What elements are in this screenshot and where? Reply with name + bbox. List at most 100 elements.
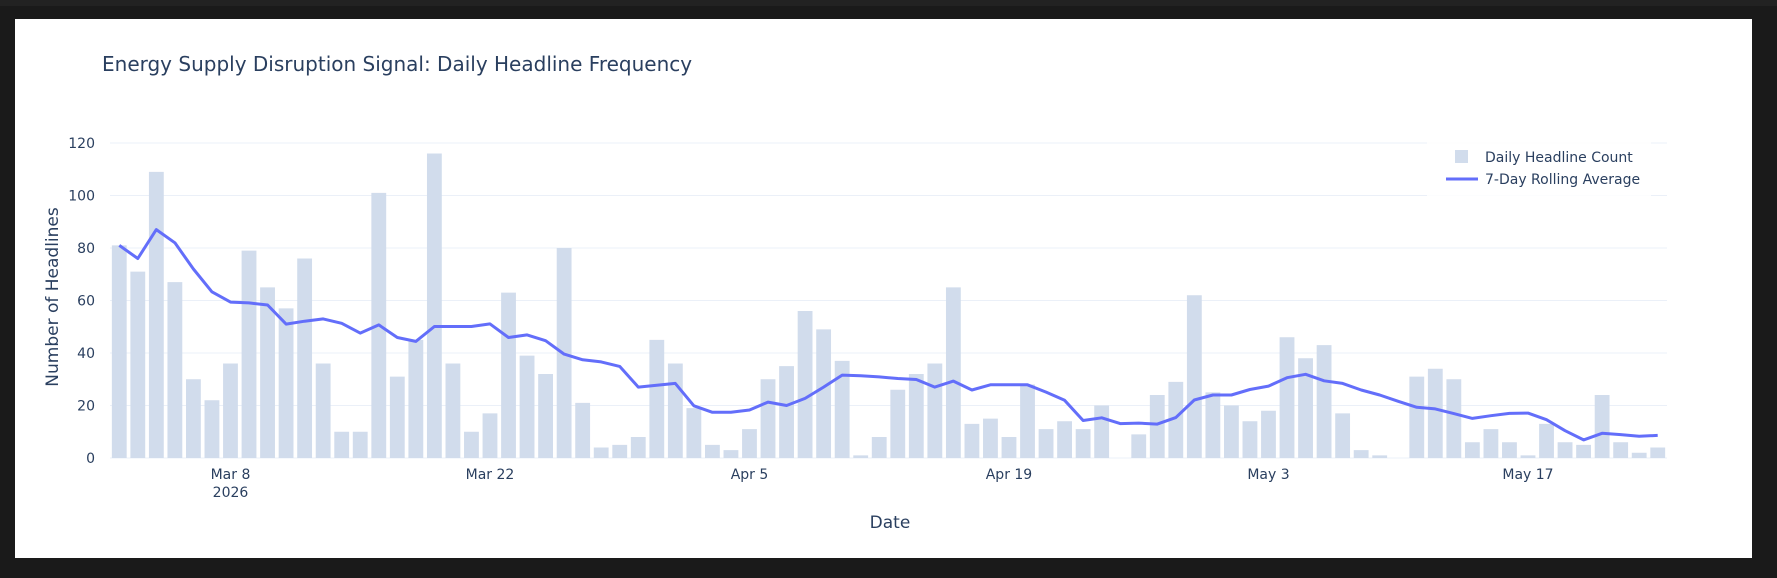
bar[interactable] <box>426 153 442 459</box>
bar[interactable] <box>1576 444 1592 458</box>
bar[interactable] <box>389 376 405 458</box>
bar[interactable] <box>185 379 201 458</box>
bar[interactable] <box>1613 442 1629 458</box>
bar[interactable] <box>1557 442 1573 458</box>
y-tick-label: 0 <box>86 451 95 467</box>
bar[interactable] <box>983 418 998 458</box>
bar[interactable] <box>1057 421 1073 458</box>
bar[interactable] <box>352 431 368 458</box>
bar[interactable] <box>1520 455 1536 458</box>
bar[interactable] <box>1502 442 1517 458</box>
bar[interactable] <box>797 311 813 458</box>
bar[interactable] <box>223 363 238 459</box>
bar[interactable] <box>1594 395 1610 458</box>
bar[interactable] <box>890 389 906 458</box>
x-tick-label: Apr 5 <box>731 467 769 483</box>
bar[interactable] <box>260 287 275 458</box>
bar[interactable] <box>908 374 924 458</box>
bar[interactable] <box>519 355 535 458</box>
chart-title: Energy Supply Disruption Signal: Daily H… <box>102 52 692 76</box>
bar[interactable] <box>148 171 164 458</box>
bar[interactable] <box>1446 379 1462 458</box>
bar[interactable] <box>1539 423 1554 458</box>
bar[interactable] <box>278 308 294 458</box>
bar[interactable] <box>297 258 313 459</box>
legend-bar-swatch <box>1455 150 1468 163</box>
bar[interactable] <box>1205 392 1221 458</box>
bar[interactable] <box>315 363 331 459</box>
bar[interactable] <box>612 444 628 458</box>
bar[interactable] <box>1075 429 1091 458</box>
bar[interactable] <box>334 431 350 458</box>
bar[interactable] <box>927 363 943 459</box>
chart-panel: Energy Supply Disruption Signal: Daily H… <box>15 19 1752 558</box>
bar[interactable] <box>1353 450 1369 458</box>
bar[interactable] <box>1020 384 1035 459</box>
bar[interactable] <box>723 450 739 458</box>
bar[interactable] <box>853 455 869 458</box>
bar[interactable] <box>779 366 794 458</box>
bar[interactable] <box>871 437 887 458</box>
bar[interactable] <box>1131 434 1147 458</box>
bar[interactable] <box>686 408 702 458</box>
bar[interactable] <box>575 402 591 458</box>
x-tick-label: Mar 8 <box>211 467 251 483</box>
bar[interactable] <box>1298 358 1313 458</box>
bar[interactable] <box>1483 429 1499 458</box>
bar[interactable] <box>649 339 665 458</box>
bar[interactable] <box>1316 345 1332 458</box>
bar[interactable] <box>1261 410 1276 458</box>
chart-svg: Energy Supply Disruption Signal: Daily H… <box>43 52 1667 533</box>
y-tick-label: 20 <box>77 399 95 415</box>
legend-label-bars: Daily Headline Count <box>1485 150 1633 166</box>
bar[interactable] <box>945 287 961 458</box>
bar[interactable] <box>1409 376 1425 458</box>
bar[interactable] <box>130 271 146 458</box>
bar[interactable] <box>464 431 479 458</box>
rolling-average-line[interactable] <box>118 228 1658 442</box>
legend-label-line: 7-Day Rolling Average <box>1485 172 1640 188</box>
bar[interactable] <box>1001 437 1017 458</box>
bar[interactable] <box>667 363 683 459</box>
bar[interactable] <box>1427 368 1443 458</box>
bar[interactable] <box>1631 452 1647 458</box>
bar[interactable] <box>501 292 516 458</box>
bar[interactable] <box>1279 337 1295 458</box>
bar[interactable] <box>1186 295 1202 458</box>
y-axis-ticks: 0 20 40 60 80 100 120 <box>68 136 95 467</box>
bar[interactable] <box>538 374 554 458</box>
bar[interactable] <box>816 329 832 458</box>
bar[interactable] <box>760 379 776 458</box>
bar[interactable] <box>593 447 609 459</box>
bar[interactable] <box>445 363 461 459</box>
bar[interactable] <box>204 400 220 458</box>
bar[interactable] <box>964 423 980 458</box>
window-top-bar <box>0 0 1777 6</box>
bar[interactable] <box>167 282 183 458</box>
bar[interactable] <box>1464 442 1480 458</box>
y-tick-label: 40 <box>77 346 95 362</box>
bar[interactable] <box>1094 405 1110 459</box>
bar[interactable] <box>408 339 424 458</box>
y-axis-title: Number of Headlines <box>43 207 63 387</box>
bar[interactable] <box>111 245 127 458</box>
bar[interactable] <box>630 437 646 458</box>
bar[interactable] <box>1650 447 1666 459</box>
legend[interactable]: Daily Headline Count 7-Day Rolling Avera… <box>1427 139 1651 219</box>
bar[interactable] <box>1372 455 1388 458</box>
x-tick-label: Mar 22 <box>466 467 515 483</box>
y-tick-label: 80 <box>77 241 95 257</box>
bar[interactable] <box>1168 381 1184 458</box>
bar[interactable] <box>482 413 498 458</box>
line-series <box>118 228 1658 442</box>
bar[interactable] <box>1242 421 1258 458</box>
x-axis-title: Date <box>870 513 911 533</box>
bar[interactable] <box>704 444 720 458</box>
bar[interactable] <box>1038 429 1054 458</box>
bar[interactable] <box>241 250 257 458</box>
bar[interactable] <box>742 429 757 458</box>
bar[interactable] <box>1223 405 1239 459</box>
bar[interactable] <box>1149 395 1165 458</box>
bar[interactable] <box>1335 413 1351 458</box>
bar[interactable] <box>834 360 850 458</box>
